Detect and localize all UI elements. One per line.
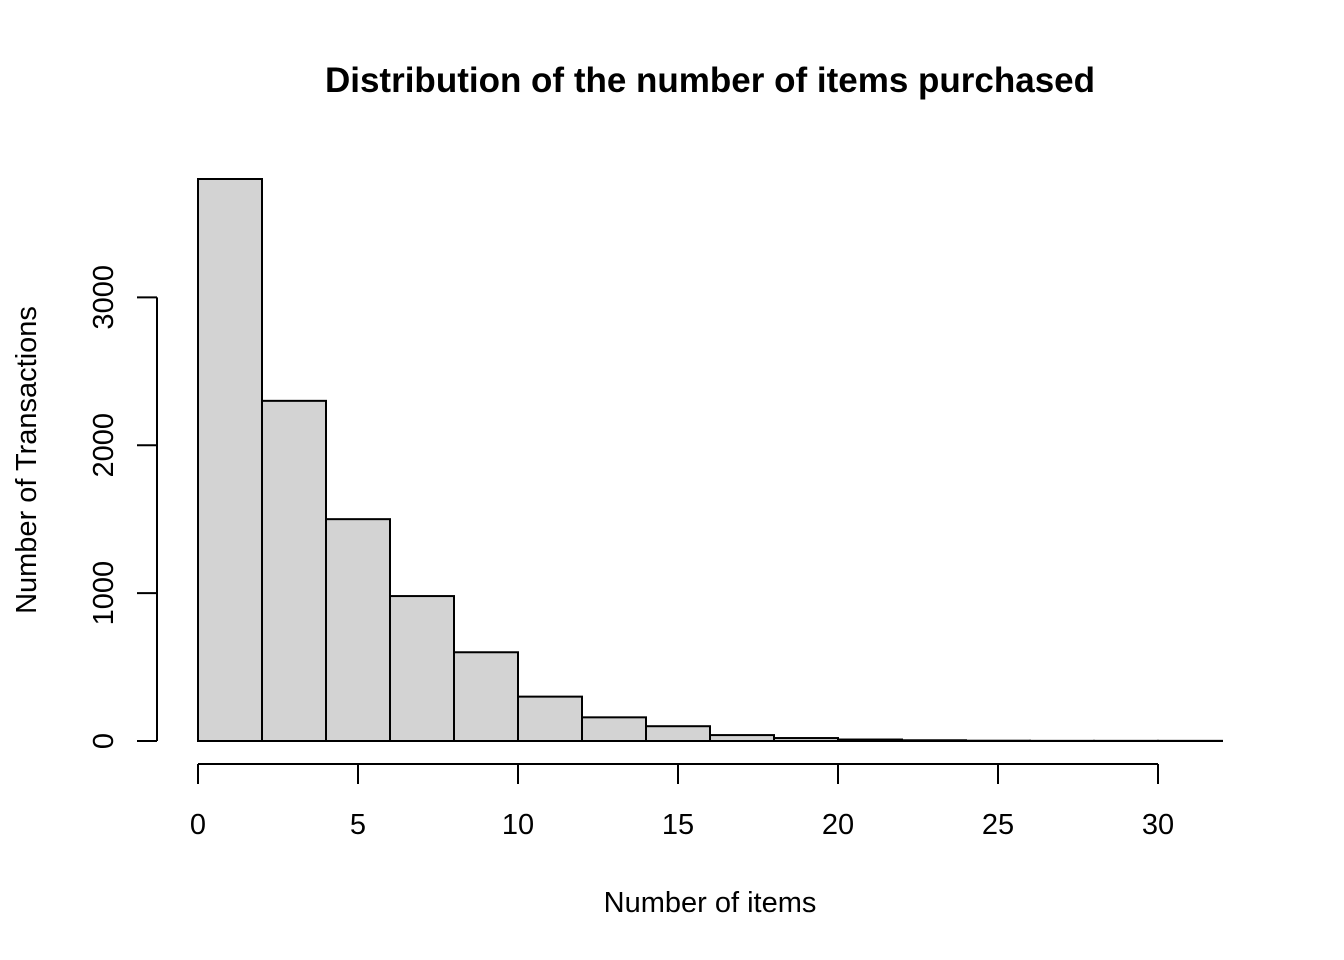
histogram-bar	[517, 695, 583, 743]
y-tick-label: 1000	[88, 561, 120, 626]
histogram-bar	[197, 178, 263, 742]
histogram-bar	[325, 518, 391, 742]
y-axis: 0 1000 2000 3000	[88, 265, 158, 749]
histogram-bar	[773, 737, 839, 743]
y-tick-label: 2000	[88, 413, 120, 478]
bars-group	[197, 178, 1223, 743]
x-tick-label: 30	[1142, 809, 1174, 841]
histogram-bar	[581, 716, 647, 743]
histogram-bar	[389, 595, 455, 743]
x-tick-label: 5	[350, 809, 366, 841]
y-axis-title: Number of Transactions	[11, 306, 43, 614]
histogram-bar	[837, 738, 903, 743]
histogram-bar	[645, 725, 711, 742]
x-tick-label: 25	[982, 809, 1014, 841]
y-tick-label: 3000	[88, 265, 120, 330]
x-tick-label: 20	[822, 809, 854, 841]
x-tick-label: 10	[502, 809, 534, 841]
chart-title: Distribution of the number of items purc…	[325, 61, 1095, 100]
x-axis-title: Number of items	[604, 887, 817, 919]
x-tick-label: 0	[190, 809, 206, 841]
y-tick-label: 0	[88, 733, 120, 749]
x-axis: 0 5 10 15 20 25 30	[190, 763, 1174, 841]
histogram-bar	[261, 399, 327, 742]
histogram-bar	[901, 739, 967, 742]
x-tick-label: 15	[662, 809, 694, 841]
histogram-bar	[709, 734, 775, 743]
histogram-bar	[453, 651, 519, 743]
